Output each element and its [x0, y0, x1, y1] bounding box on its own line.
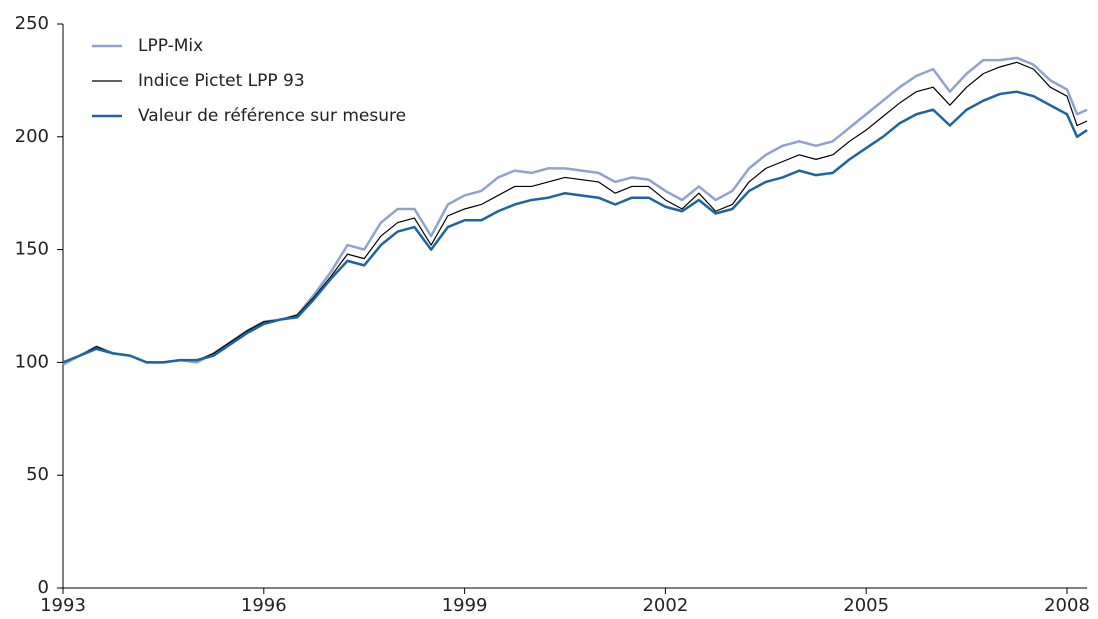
series-line	[62, 56, 1088, 366]
legend-label: LPP-Mix	[138, 36, 203, 56]
legend-label: Valeur de référence sur mesure	[138, 106, 406, 126]
y-tick-label: 0	[38, 577, 49, 598]
x-tick-label: 1999	[442, 595, 488, 616]
y-tick-label: 250	[15, 13, 49, 34]
y-tick-label: 100	[15, 351, 49, 372]
x-tick-label: 2002	[642, 595, 688, 616]
series-line	[62, 90, 1088, 364]
legend-label: Indice Pictet LPP 93	[138, 71, 305, 91]
series-line	[62, 61, 1088, 363]
x-tick-label: 2005	[843, 595, 889, 616]
y-tick-label: 50	[26, 464, 49, 485]
x-tick-label: 1993	[40, 595, 86, 616]
y-tick-label: 150	[15, 239, 49, 260]
x-tick-label: 2008	[1044, 595, 1090, 616]
y-tick-label: 200	[15, 126, 49, 147]
x-tick-label: 1996	[241, 595, 287, 616]
